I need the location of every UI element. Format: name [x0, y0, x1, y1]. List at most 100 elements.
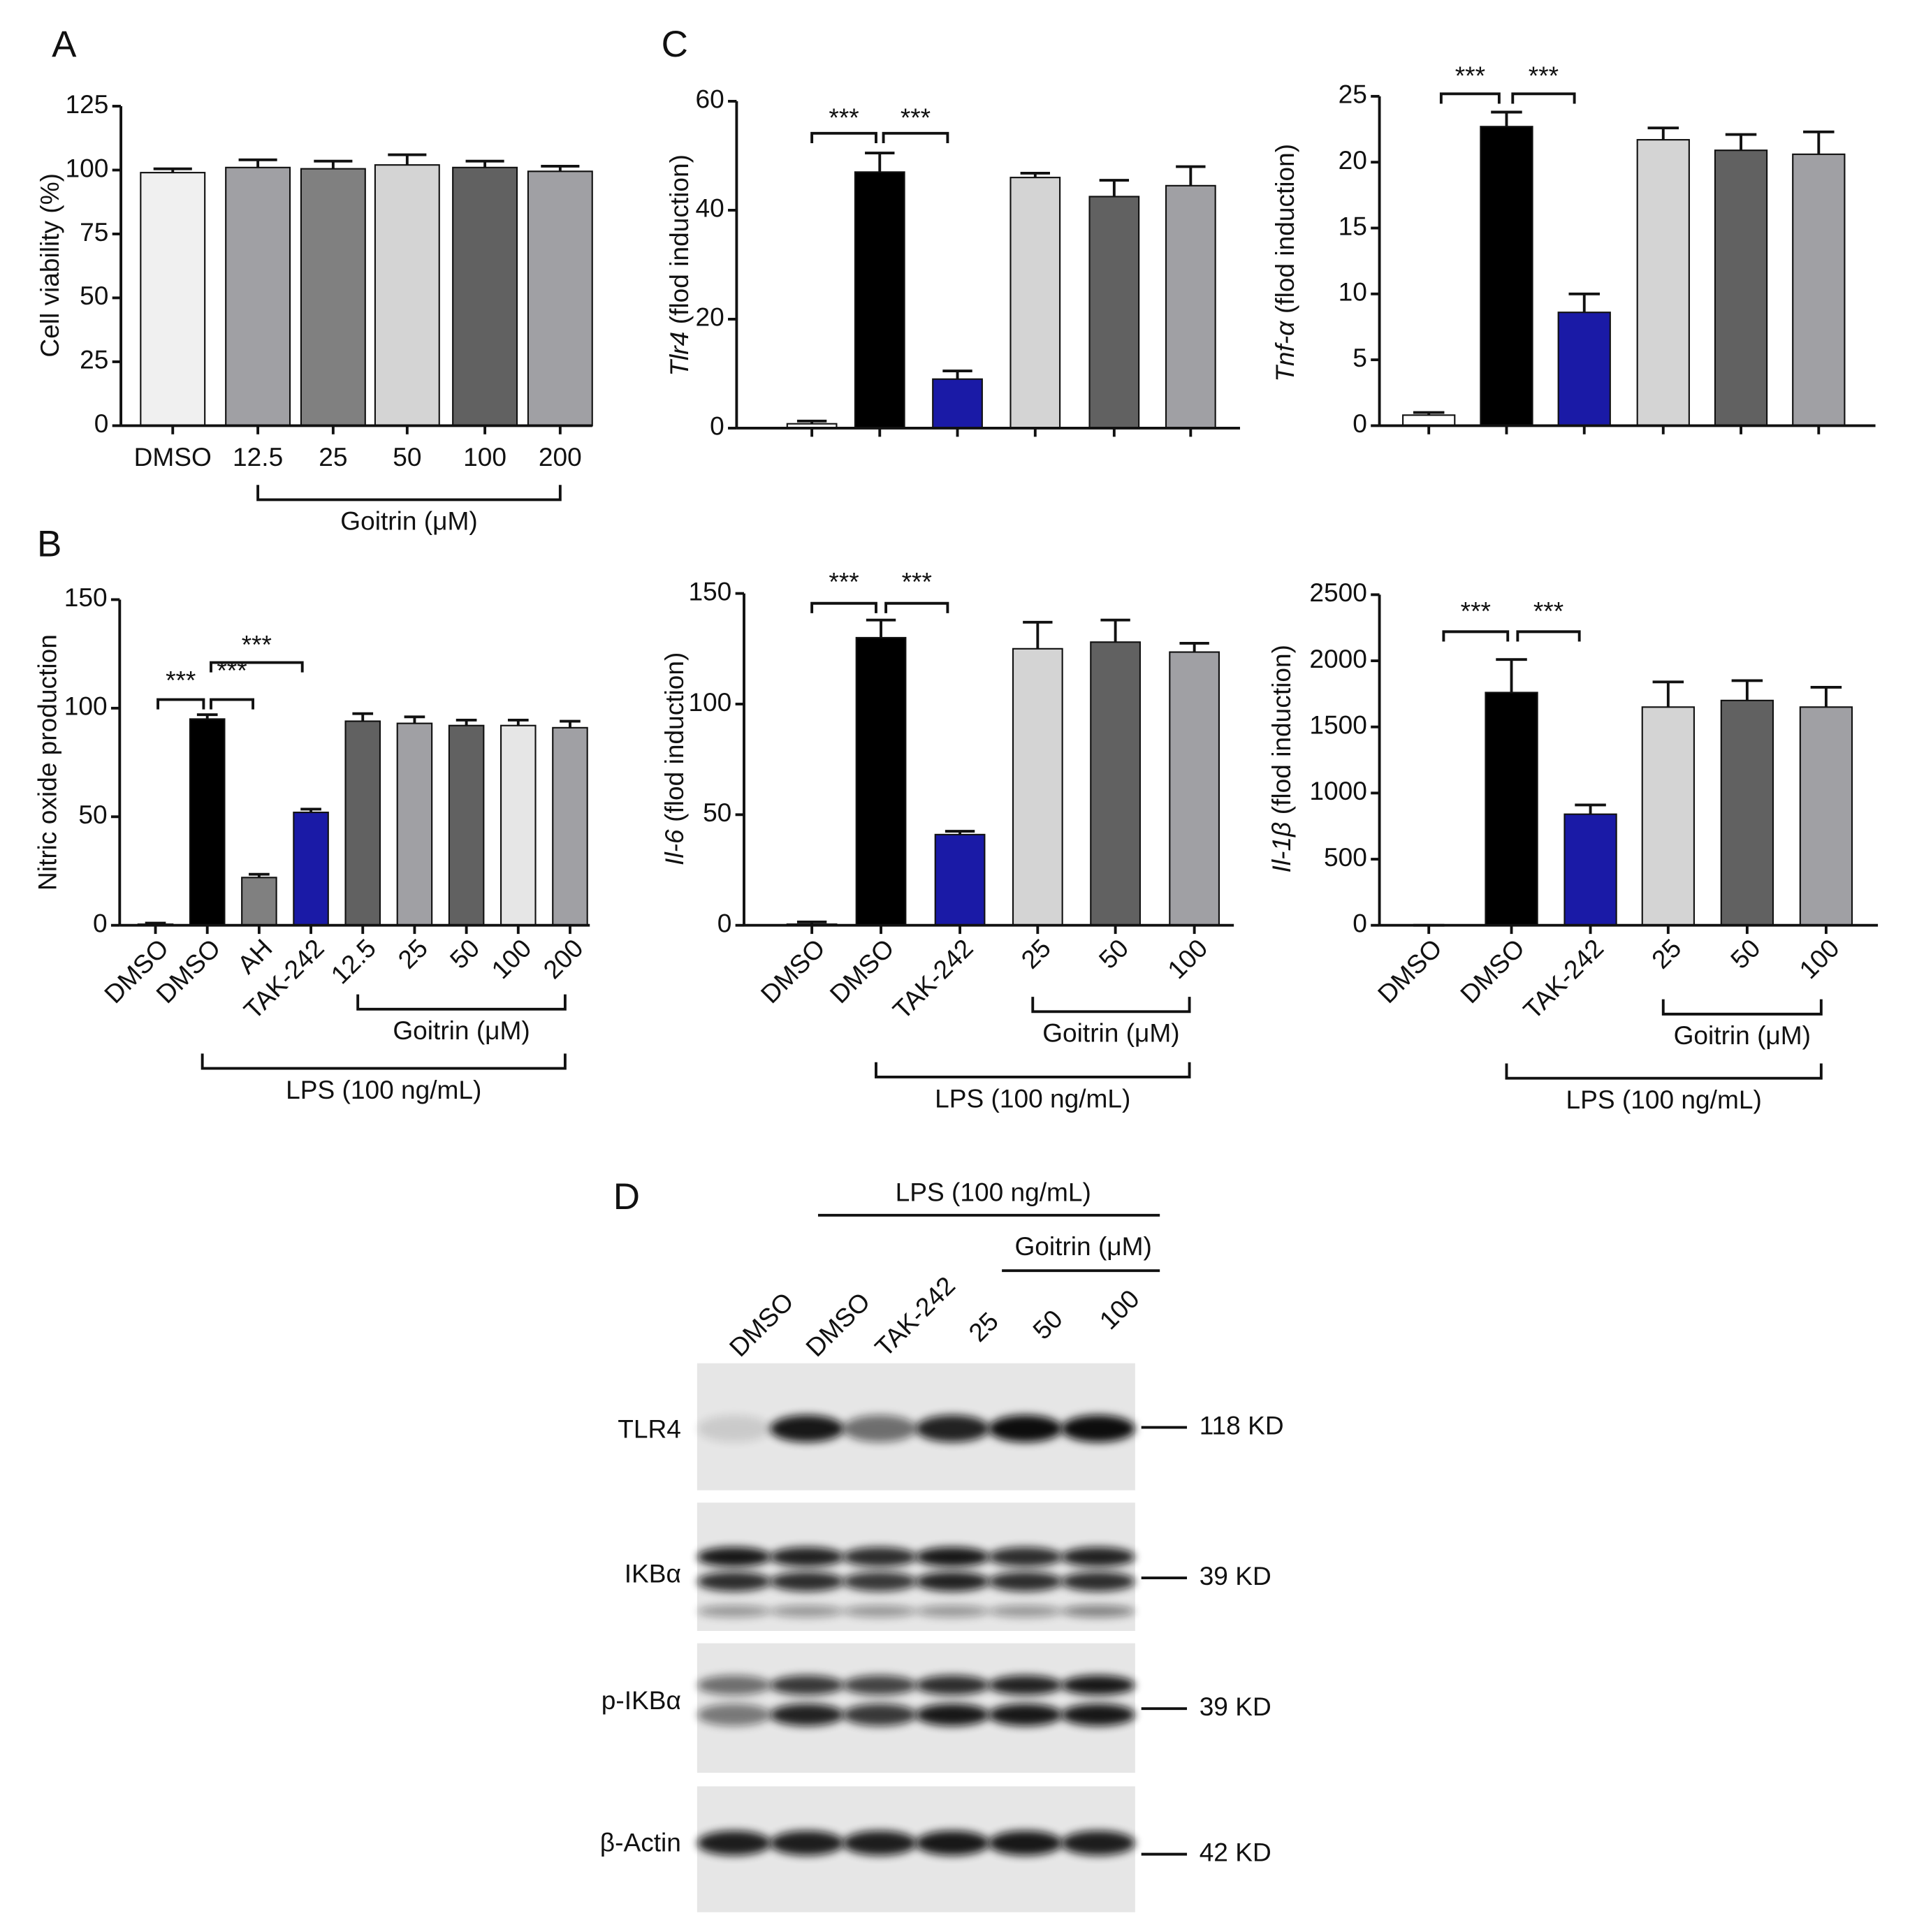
group-label: LPS (100 ng/mL) [1566, 1085, 1762, 1114]
y-tick-label: 100 [64, 691, 108, 721]
lane-label: DMSO [724, 1287, 799, 1362]
bar [527, 170, 593, 427]
bar [189, 718, 226, 926]
y-tick-label: 50 [78, 800, 107, 829]
bar [1563, 813, 1617, 926]
blot-band [843, 1704, 917, 1726]
blot-band [770, 1831, 845, 1856]
group-label: LPS (100 ng/mL) [286, 1075, 481, 1104]
bar [934, 833, 986, 926]
y-tick-label: 60 [695, 85, 724, 114]
bar [1165, 184, 1216, 430]
y-tick-label: 20 [1339, 145, 1367, 175]
x-tick-label: 25 [1015, 933, 1056, 974]
group-label: Goitrin (μM) [1674, 1020, 1811, 1050]
bar [344, 720, 381, 926]
blot-band [843, 1414, 917, 1442]
size-label: 39 KD [1200, 1692, 1271, 1721]
panel-label: B [37, 524, 61, 565]
y-tick-label: 75 [80, 217, 108, 247]
blot-band [697, 1604, 771, 1618]
significance-bracket [210, 661, 304, 673]
group-bracket [875, 1062, 1191, 1078]
bar [932, 378, 983, 430]
y-tick-label: 100 [66, 153, 109, 182]
y-axis-label: Il-6 (flod induction) [659, 652, 689, 865]
significance-label: *** [901, 103, 931, 132]
y-tick-label: 40 [695, 193, 724, 223]
lane-label: 25 [963, 1306, 1004, 1347]
blot-band [770, 1675, 845, 1695]
blot-band [770, 1704, 845, 1726]
significance-bracket [884, 601, 949, 613]
x-tick-label: TAK-242 [887, 933, 979, 1025]
x-tick-label: 100 [463, 442, 506, 471]
blot-band [697, 1675, 771, 1695]
x-tick-label: DMSO [754, 933, 830, 1009]
blot-band [988, 1704, 1063, 1726]
row-label: β-Actin [600, 1827, 681, 1857]
blot-band [915, 1414, 990, 1442]
y-tick-label: 2500 [1309, 578, 1366, 607]
bar [396, 722, 433, 926]
y-tick-label: 50 [703, 798, 731, 827]
bar [448, 724, 485, 926]
y-tick-label: 0 [93, 909, 108, 938]
y-tick-label: 500 [1324, 842, 1367, 872]
blot-band [843, 1572, 917, 1592]
row-label: TLR4 [618, 1414, 681, 1444]
y-axis-label: Cell viability (%) [35, 173, 64, 358]
bar [1792, 153, 1846, 427]
x-tick-label: TAK-242 [1517, 933, 1609, 1025]
x-tick-label: 50 [393, 442, 421, 471]
y-tick-label: 1500 [1309, 710, 1366, 740]
blot-band [915, 1704, 990, 1726]
y-tick-label: 125 [66, 89, 109, 119]
blot-band [1060, 1704, 1135, 1726]
panel-label: D [613, 1176, 640, 1217]
significance-label: *** [1533, 597, 1563, 626]
group-bracket [256, 485, 562, 502]
treatment-label: LPS (100 ng/mL) [896, 1178, 1091, 1207]
significance-label: *** [1529, 61, 1559, 90]
blot-band [697, 1704, 771, 1726]
significance-bracket [156, 698, 205, 710]
bar [1480, 126, 1533, 427]
significance-label: *** [829, 566, 859, 596]
group-bracket [356, 994, 567, 1011]
row-label: IKBα [625, 1558, 681, 1588]
blot-band [915, 1572, 990, 1592]
blot-band [915, 1546, 990, 1567]
y-tick-label: 5 [1353, 343, 1367, 372]
bar [1714, 149, 1768, 427]
bar [1485, 691, 1538, 926]
bar [1012, 647, 1063, 926]
y-tick-label: 0 [94, 409, 109, 438]
group-bracket [1505, 1063, 1823, 1080]
bar [293, 812, 329, 926]
x-tick-label: DMSO [134, 442, 212, 471]
bar [1009, 177, 1061, 430]
size-label: 118 KD [1200, 1410, 1284, 1440]
blot-membrane [697, 1786, 1135, 1912]
blot-band [988, 1604, 1063, 1618]
bar [1636, 139, 1690, 427]
y-tick-label: 25 [80, 345, 108, 374]
x-tick-label: 25 [392, 933, 433, 974]
gene-name: Tnf-α [1270, 320, 1299, 382]
blot-band [843, 1831, 917, 1856]
y-axis-label: Tlr4 (flod induction) [664, 154, 694, 376]
x-tick-label: 12.5 [233, 442, 283, 471]
x-tick-label: 200 [537, 933, 588, 984]
significance-bracket [882, 131, 949, 143]
blot-membrane [697, 1643, 1135, 1773]
bar [1557, 312, 1611, 427]
y-tick-label: 50 [80, 281, 108, 310]
blot-band [1060, 1572, 1135, 1592]
x-tick-label: 25 [1646, 933, 1687, 974]
significance-bracket [1516, 630, 1581, 642]
blot-band [843, 1675, 917, 1695]
blot-band [843, 1604, 917, 1618]
blot-band [915, 1604, 990, 1618]
